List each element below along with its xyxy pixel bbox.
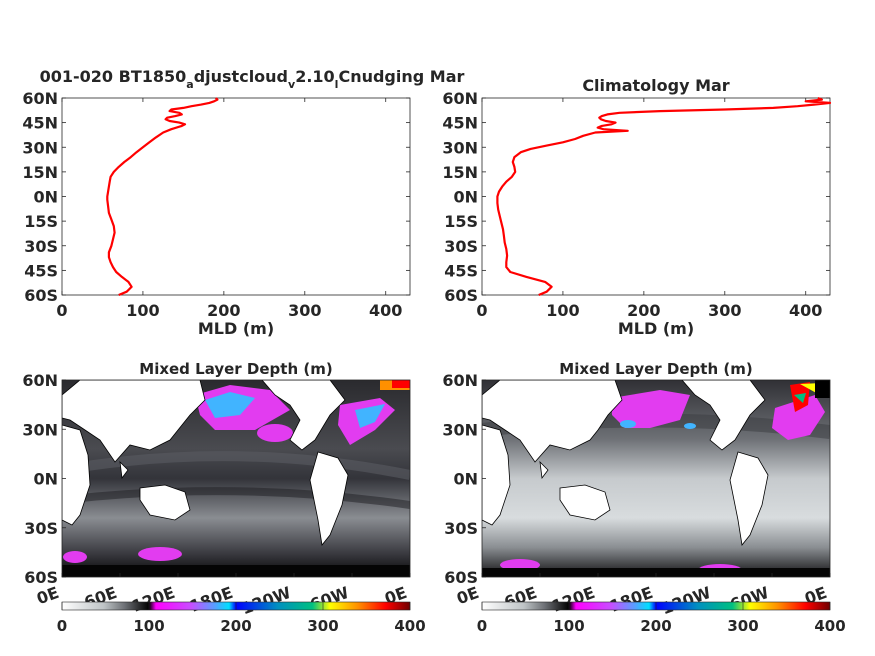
y-tick-label: 30N xyxy=(22,138,58,157)
plot2-x-ticks: 0 100 200 300 400 xyxy=(476,98,822,320)
x-tick-label: 0 xyxy=(56,301,67,320)
x-tick-label: 300 xyxy=(708,301,741,320)
plot2-mld-line xyxy=(496,96,832,297)
y-tick-label: 60N xyxy=(442,371,478,390)
map1-title: Mixed Layer Depth (m) xyxy=(139,360,332,378)
x-tick-label: 120E xyxy=(549,583,597,616)
y-tick-label: 45S xyxy=(444,261,478,280)
colorbar-tick-label: 300 xyxy=(307,617,338,635)
x-tick-label: 400 xyxy=(789,301,822,320)
y-tick-label: 15N xyxy=(22,163,58,182)
plot2-xlabel: MLD (m) xyxy=(618,319,694,338)
y-tick-label: 30N xyxy=(22,420,58,439)
y-tick-label: 30N xyxy=(442,420,478,439)
colorbar-tick-label: 200 xyxy=(640,617,671,635)
y-tick-label: 60N xyxy=(22,371,58,390)
colorbar-tick-label: 0 xyxy=(477,617,487,635)
x-tick-label: 120E xyxy=(129,583,177,616)
map-1: Mixed Layer Depth (m) 60S 30S 0N 30N 60N xyxy=(22,360,425,635)
y-tick-label: 30S xyxy=(444,519,478,538)
plot1-y-ticks: 60S 45S 30S 15S 0N 15N 30N 45N 60N xyxy=(22,89,410,305)
plot2-axes-box xyxy=(481,97,831,296)
x-tick-label: 100 xyxy=(126,301,159,320)
y-tick-label: 60S xyxy=(24,286,58,305)
plot1-xlabel: MLD (m) xyxy=(198,319,274,338)
y-tick-label: 0N xyxy=(453,470,478,489)
y-tick-label: 45N xyxy=(22,114,58,133)
plot1-x-ticks: 0 100 200 300 400 xyxy=(56,98,402,320)
y-tick-label: 45S xyxy=(24,261,58,280)
colorbar-tick-label: 400 xyxy=(394,617,425,635)
y-tick-label: 60S xyxy=(444,568,478,587)
map2-continents xyxy=(482,380,769,546)
y-tick-label: 15S xyxy=(444,212,478,231)
x-tick-label: 200 xyxy=(627,301,660,320)
x-tick-label: 100 xyxy=(546,301,579,320)
map2-y-ticks: 60S 30S 0N 30N 60N xyxy=(442,371,486,587)
x-tick-label: 300 xyxy=(288,301,321,320)
y-tick-label: 30S xyxy=(24,237,58,256)
colorbar-tick-label: 0 xyxy=(57,617,67,635)
y-tick-label: 30N xyxy=(442,138,478,157)
map1-colorbar-ticks: 0 100 200 300 400 xyxy=(57,602,426,635)
y-tick-label: 45N xyxy=(442,114,478,133)
map2-colorbar-ticks: 0 100 200 300 400 xyxy=(477,602,846,635)
y-tick-label: 30S xyxy=(24,519,58,538)
plot1-axes-box xyxy=(61,97,411,296)
line-plot-2: Climatology Mar 60S45S30S15S0N15N30N45N6… xyxy=(442,76,832,338)
colorbar-tick-label: 400 xyxy=(814,617,845,635)
colorbar-tick-label: 100 xyxy=(553,617,584,635)
plot2-y-ticks: 60S 45S 30S 15S 0N 15N 30N 45N 60N xyxy=(442,89,830,305)
map-2: Mixed Layer Depth (m) 60S 30S 0N 30N 60N xyxy=(442,360,845,635)
y-tick-label: 30S xyxy=(444,237,478,256)
x-tick-label: 180E xyxy=(187,583,235,616)
x-tick-label: 400 xyxy=(369,301,402,320)
y-tick-label: 60N xyxy=(22,89,58,108)
y-tick-label: 60S xyxy=(444,286,478,305)
y-tick-label: 15S xyxy=(24,212,58,231)
plot1-title: 001-020 BT1850adjustcloudv2.10lCnudging … xyxy=(40,67,465,91)
x-tick-label: 120W xyxy=(239,583,294,618)
x-tick-label: 180E xyxy=(607,583,655,616)
y-tick-label: 60S xyxy=(24,568,58,587)
y-tick-label: 15N xyxy=(442,163,478,182)
plot2-title: Climatology Mar xyxy=(582,76,729,95)
map1-continents xyxy=(62,380,349,546)
colorbar-tick-label: 300 xyxy=(727,617,758,635)
map2-title: Mixed Layer Depth (m) xyxy=(559,360,752,378)
x-tick-label: 120W xyxy=(659,583,714,618)
y-tick-label: 0N xyxy=(33,188,58,207)
map2-x-ticks: 0E 60E 120E 180E 120W 60W 0E xyxy=(454,573,831,618)
map1-x-ticks: 0E 60E 120E 180E 120W 60W 0E xyxy=(34,573,411,618)
line-plot-1: 001-020 BT1850adjustcloudv2.10lCnudging … xyxy=(22,67,464,338)
y-tick-label: 0N xyxy=(33,470,58,489)
map1-y-ticks: 60S 30S 0N 30N 60N xyxy=(22,371,66,587)
colorbar-tick-label: 200 xyxy=(220,617,251,635)
colorbar-tick-label: 100 xyxy=(133,617,164,635)
plot1-mld-line xyxy=(106,97,219,297)
y-tick-label: 0N xyxy=(453,188,478,207)
x-tick-label: 0 xyxy=(476,301,487,320)
x-tick-label: 200 xyxy=(207,301,240,320)
y-tick-label: 60N xyxy=(442,89,478,108)
